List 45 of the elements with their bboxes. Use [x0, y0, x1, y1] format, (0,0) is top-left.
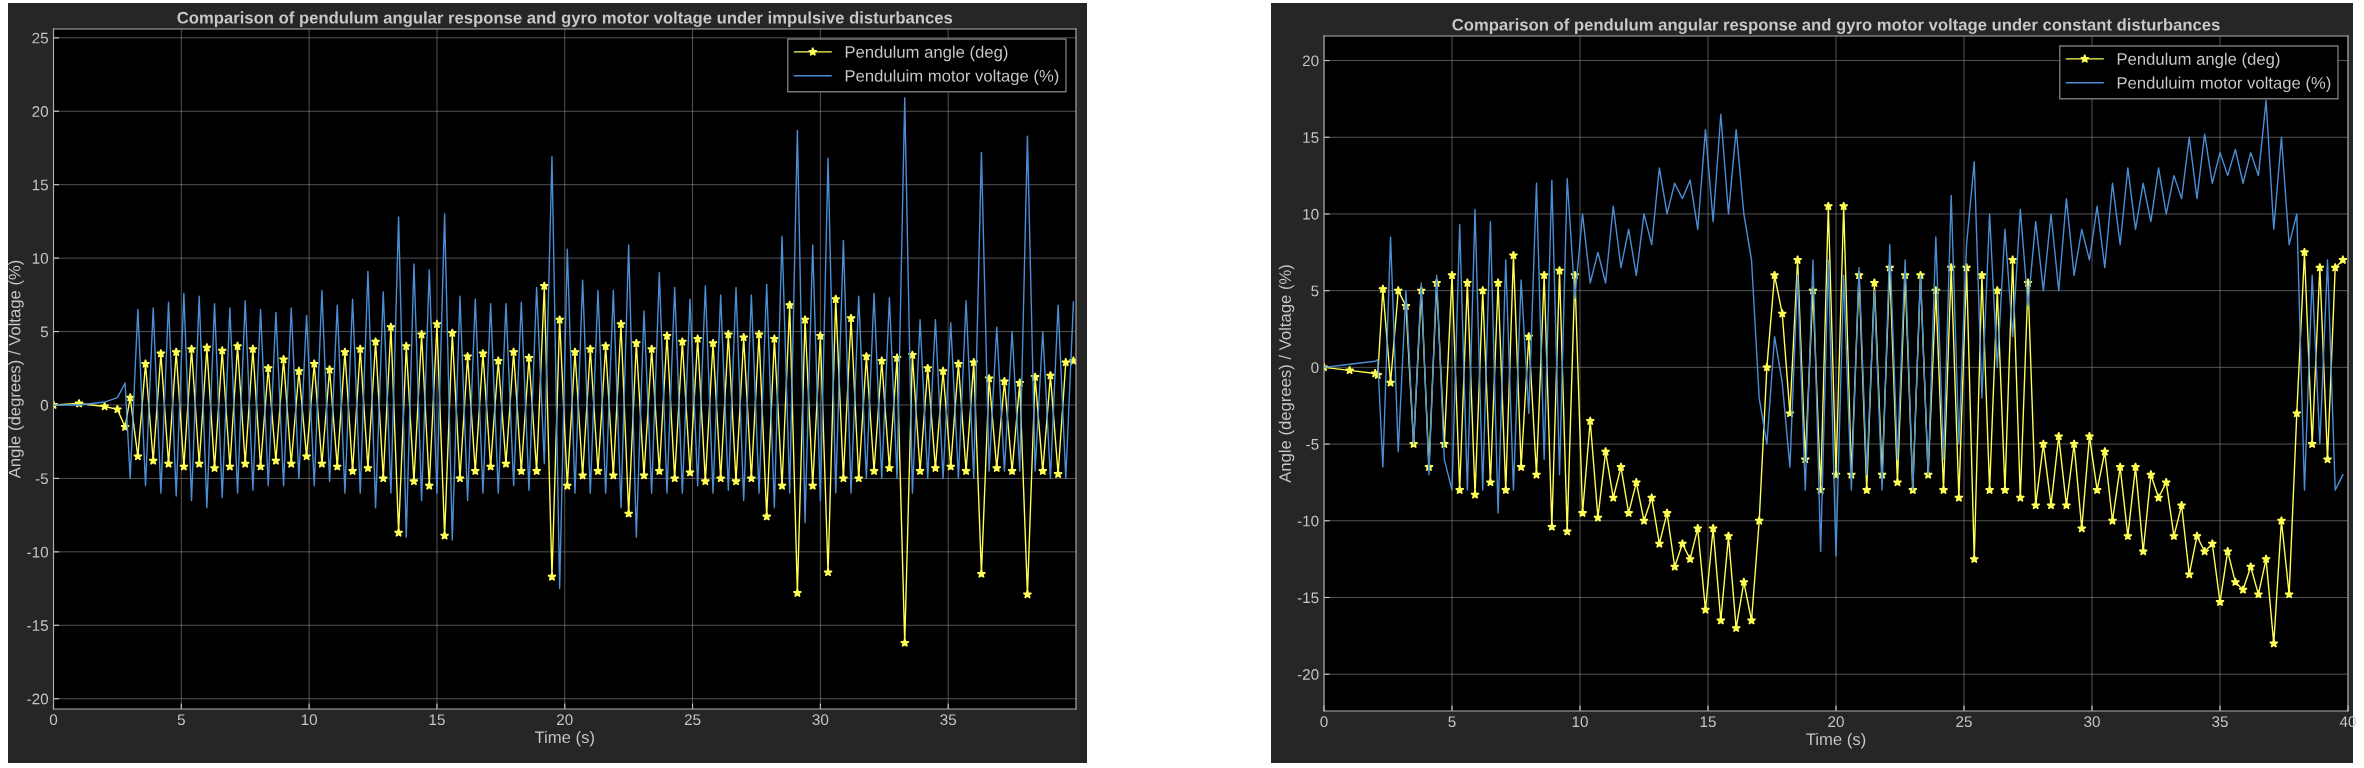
x-tick-label: 30	[812, 714, 829, 726]
legend-label: Penduluim motor voltage (%)	[2117, 76, 2331, 93]
x-tick-label: 15	[1700, 716, 1716, 728]
x-tick-label: 0	[49, 714, 58, 726]
y-tick-label: 0	[40, 399, 49, 411]
y-tick-label: -15	[27, 620, 48, 631]
y-tick-label: 0	[1311, 362, 1319, 374]
chart-title: Comparison of pendulum angular response and gyro motor voltage under impulsive disturbances	[177, 11, 953, 27]
y-tick-label: -15	[1297, 592, 1319, 604]
x-tick-label: 30	[2084, 716, 2100, 728]
y-tick-label: -10	[1297, 515, 1319, 527]
y-tick-label: 5	[40, 326, 48, 338]
legend-label: Penduluim motor voltage (%)	[845, 69, 1059, 86]
y-tick-label: 20	[1302, 55, 1319, 67]
x-tick-label: 35	[940, 714, 957, 726]
x-tick-label: 35	[2212, 716, 2228, 728]
y-axis-title: Angle (degrees) / Voltage (%)	[8, 260, 24, 479]
legend-label: Pendulum angle (deg)	[2117, 52, 2280, 69]
y-tick-label: 20	[32, 106, 49, 117]
x-axis-title: Time (s)	[1806, 732, 1866, 749]
x-axis-title: Time (s)	[534, 730, 594, 747]
y-tick-label: -20	[27, 693, 49, 705]
y-tick-label: 5	[1311, 285, 1319, 297]
x-tick-label: 10	[301, 714, 318, 726]
x-tick-label: 25	[684, 714, 701, 726]
y-tick-label: -20	[1297, 669, 1319, 680]
y-tick-label: 10	[32, 252, 49, 264]
x-tick-label: 15	[429, 714, 445, 726]
y-tick-label: 10	[1303, 208, 1319, 220]
y-tick-label: -5	[35, 473, 48, 485]
x-tick-label: 25	[1956, 716, 1972, 728]
y-tick-label: 15	[1303, 132, 1319, 143]
x-tick-label: 20	[1828, 716, 1844, 728]
legend-label: Pendulum angle (deg)	[845, 45, 1008, 62]
y-tick-label: 25	[32, 32, 48, 44]
x-tick-label: 10	[1572, 716, 1588, 728]
x-tick-label: 0	[1320, 716, 1328, 728]
y-tick-label: -5	[1306, 439, 1319, 450]
x-tick-label: 5	[1448, 716, 1456, 728]
y-tick-label: -10	[27, 546, 49, 558]
chart-title: Comparison of pendulum angular response and gyro motor voltage under constant disturbances	[1452, 18, 2220, 34]
y-axis-title: Angle (degrees) / Voltage (%)	[1278, 265, 1295, 483]
x-tick-label: 20	[557, 714, 573, 726]
y-tick-label: 15	[32, 179, 48, 191]
x-tick-label: 5	[177, 714, 185, 726]
